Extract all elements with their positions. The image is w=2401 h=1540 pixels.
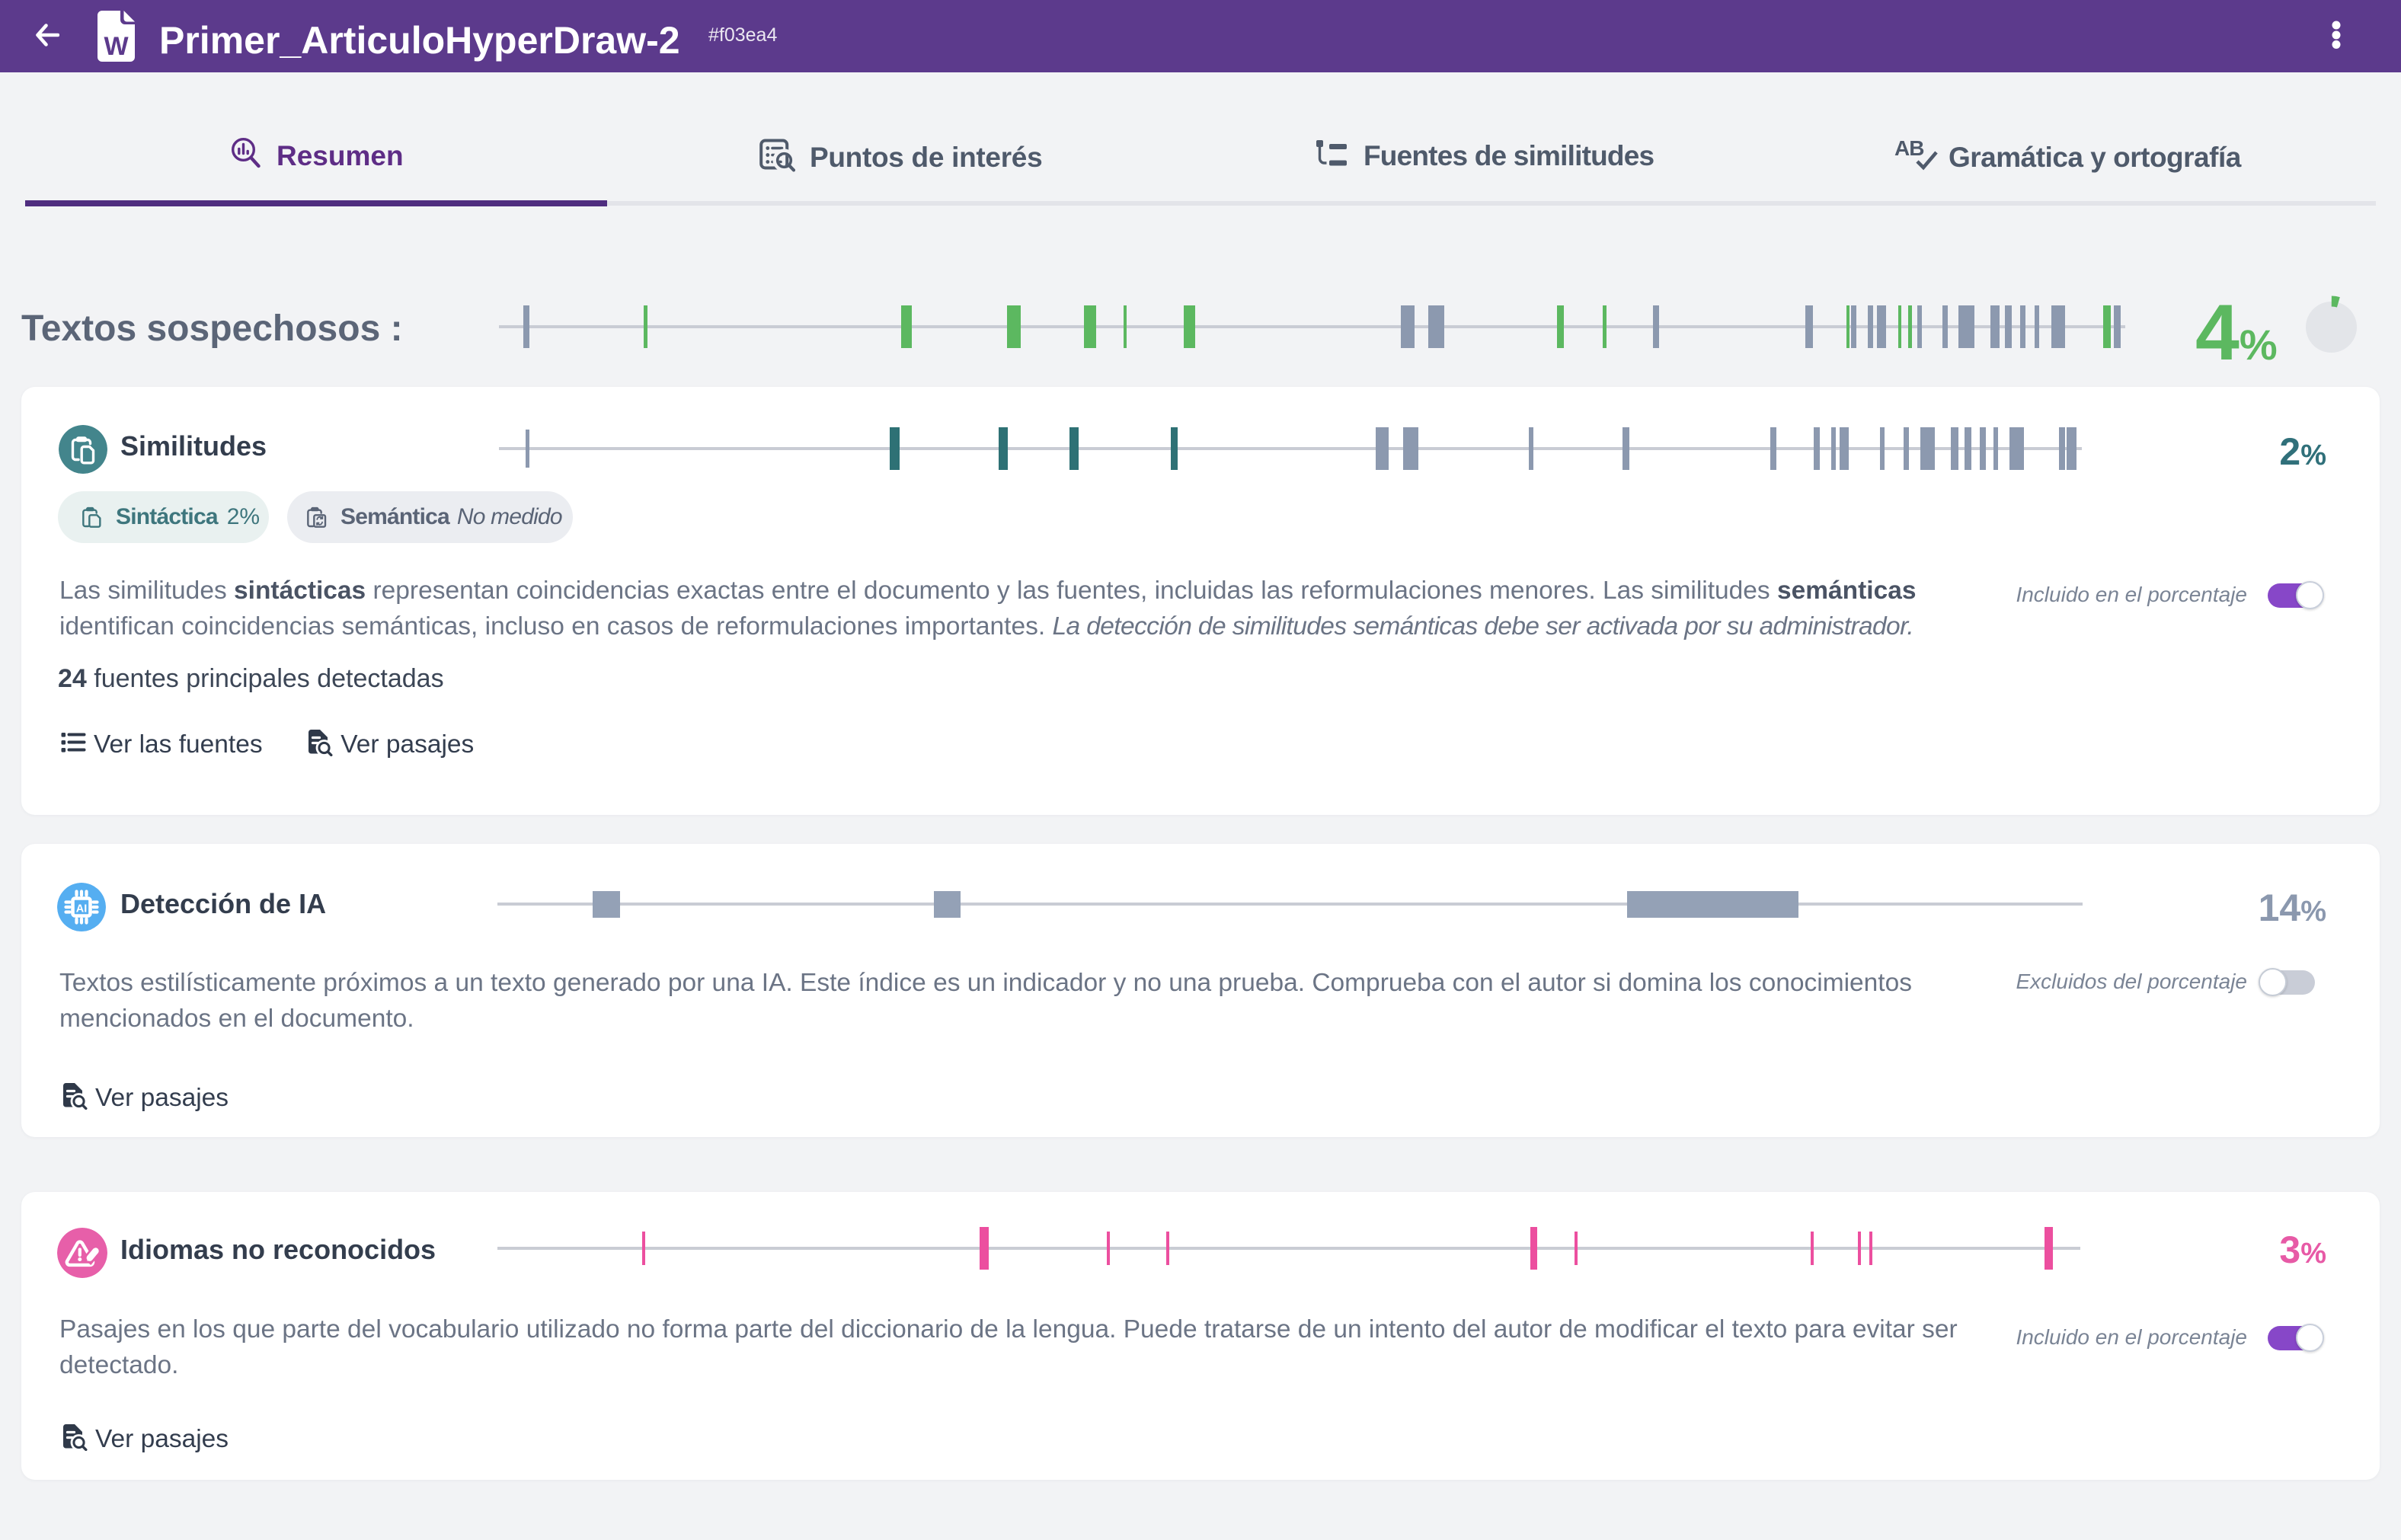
svg-text:AI: AI xyxy=(76,903,88,915)
svg-text:AB: AB xyxy=(1894,137,1923,160)
svg-text:W: W xyxy=(104,32,129,61)
